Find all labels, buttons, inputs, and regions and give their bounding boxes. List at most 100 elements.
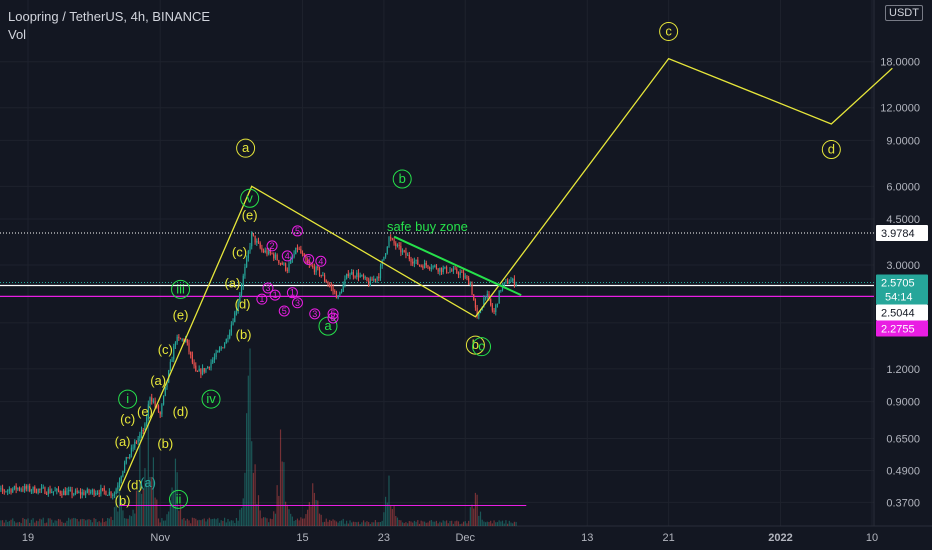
candle-body xyxy=(37,488,39,493)
candle-body xyxy=(10,489,12,493)
volume-bar xyxy=(385,496,387,526)
volume-bar xyxy=(62,522,65,526)
wave-label: (d) xyxy=(173,404,189,419)
candle-body xyxy=(239,293,241,303)
candle-body xyxy=(181,339,183,341)
volume-bar xyxy=(305,514,307,526)
volume-bar xyxy=(98,521,100,526)
wave-label-circle xyxy=(821,140,841,160)
volume-bar xyxy=(96,522,99,526)
candle-body xyxy=(190,351,192,355)
candle-body xyxy=(290,259,292,264)
volume-bar xyxy=(388,475,390,526)
symbol-title[interactable]: Loopring / TetherUS, 4h, BINANCE xyxy=(8,9,211,24)
price-axis[interactable]: 0.37000.49000.65000.90001.20001.80003.00… xyxy=(876,57,928,510)
wave-label-circle xyxy=(171,279,191,299)
candle-body xyxy=(30,490,32,492)
price-tick-label: 0.4900 xyxy=(886,466,920,478)
volume-bar xyxy=(264,517,266,526)
candle-body xyxy=(398,244,400,246)
candle-body xyxy=(279,263,282,265)
candle-body xyxy=(171,359,173,362)
candle-body xyxy=(139,434,141,439)
candle-body xyxy=(174,342,177,347)
volume-indicator-label[interactable]: Vol xyxy=(8,27,27,42)
candle-body xyxy=(478,313,480,316)
candle-body xyxy=(339,292,341,296)
volume-bar xyxy=(413,520,416,526)
volume-bar xyxy=(269,518,271,526)
volume-bar xyxy=(161,518,163,526)
minor-wave-circle xyxy=(315,255,327,267)
candle-body xyxy=(505,280,507,283)
minor-wave-circle xyxy=(291,225,303,237)
candle-body xyxy=(484,296,487,298)
candle-body xyxy=(179,338,182,340)
volume-bar xyxy=(420,520,422,526)
candle-body xyxy=(466,276,468,279)
volume-bar xyxy=(490,520,492,526)
wave-label-circle xyxy=(118,389,138,409)
volume-bar xyxy=(44,523,46,526)
time-axis[interactable]: 19 Nov 15 23 Dec 13 21 2022 10 xyxy=(22,532,878,544)
candle-body xyxy=(195,365,197,372)
candle-body xyxy=(369,278,371,286)
price-tag-countdown: 54:14 xyxy=(885,292,913,304)
candle-body xyxy=(325,280,327,283)
candle-body xyxy=(300,248,302,254)
volume-bar xyxy=(329,519,331,526)
volume-bar xyxy=(198,519,200,526)
volume-bar xyxy=(52,522,55,526)
candle-body xyxy=(0,488,2,490)
volume-bar xyxy=(291,516,293,526)
volume-bar xyxy=(257,495,260,526)
candle-body xyxy=(151,397,153,402)
volume-bar xyxy=(262,517,265,526)
volume-bar xyxy=(486,521,488,526)
candle-body xyxy=(332,287,334,291)
candle-body xyxy=(291,257,293,260)
candle-body xyxy=(229,332,231,339)
volume-bar xyxy=(437,523,439,526)
volume-bar xyxy=(446,520,448,526)
volume-bar xyxy=(200,520,202,526)
candle-body xyxy=(169,361,171,371)
currency-label[interactable]: USDT xyxy=(885,5,923,21)
volume-bar xyxy=(95,519,97,526)
time-tick-label: 13 xyxy=(581,532,593,544)
candle-body xyxy=(322,275,324,277)
wave-label: (e) xyxy=(137,404,153,419)
volume-bar xyxy=(47,518,49,526)
candle-body xyxy=(85,492,87,495)
candle-body xyxy=(246,258,248,267)
volume-bar xyxy=(295,520,297,526)
candle-body xyxy=(371,278,373,281)
candle-body xyxy=(44,487,46,494)
wave-label: d xyxy=(828,142,835,157)
volume-bar xyxy=(40,519,43,526)
candle-body xyxy=(118,481,121,486)
candle-body xyxy=(425,262,427,266)
candle-body xyxy=(381,260,383,267)
volume-bar xyxy=(13,521,16,526)
wave-label: (d) xyxy=(127,477,143,492)
minor-wave-circle xyxy=(281,250,293,262)
volume-bar xyxy=(296,518,299,526)
volume-bar xyxy=(347,523,349,526)
candle-body xyxy=(508,281,510,284)
volume-bar xyxy=(439,521,441,526)
candle-body xyxy=(440,267,443,273)
volume-bar xyxy=(278,495,280,526)
volume-bar xyxy=(76,518,78,526)
volume-bar xyxy=(505,520,507,526)
volume-bar xyxy=(15,522,17,526)
candle-body xyxy=(232,322,234,325)
candle-body xyxy=(259,243,261,248)
minor-wave-label: 4 xyxy=(285,251,290,261)
volume-bar xyxy=(391,509,393,526)
volume-bar xyxy=(379,521,382,526)
candle-body xyxy=(374,278,377,280)
price-tag-value: 3.9784 xyxy=(881,228,915,240)
